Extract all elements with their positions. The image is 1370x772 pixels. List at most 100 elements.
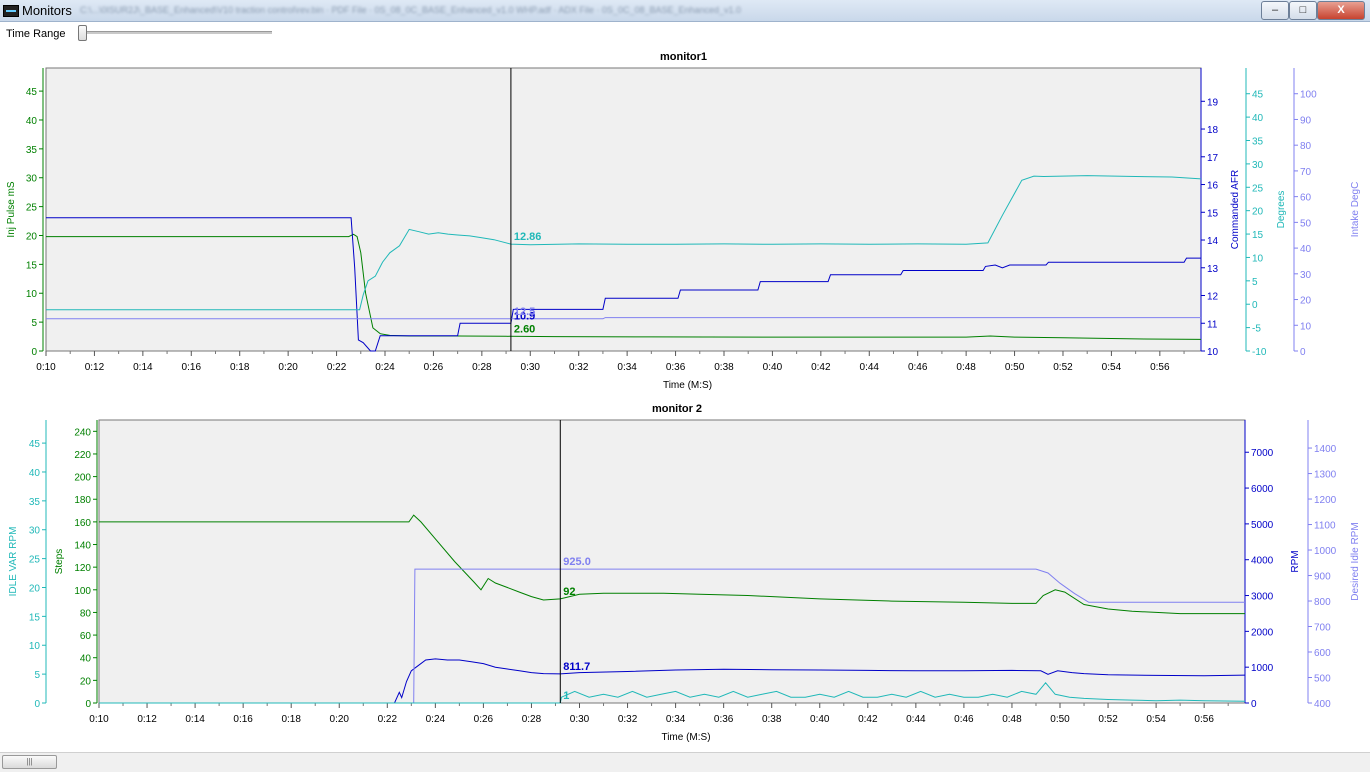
x-tick-label: 0:26 — [424, 362, 444, 373]
inj-pulse-ms-cursor-value: 2.60 — [514, 323, 535, 335]
x-tick-label: 0:22 — [327, 362, 347, 373]
rpm-tick-label: 5000 — [1251, 520, 1274, 531]
commanded-afr-tick-label: 18 — [1207, 125, 1219, 136]
chart-title: monitor1 — [660, 51, 707, 63]
x-tick-label: 0:26 — [474, 714, 494, 725]
x-tick-label: 0:10 — [36, 362, 56, 373]
plot-area — [98, 419, 1246, 704]
desired-idle-rpm-tick-label: 1000 — [1314, 546, 1337, 557]
x-tick-label: 0:56 — [1194, 714, 1214, 725]
horizontal-scrollbar[interactable] — [0, 752, 1370, 772]
x-tick-label: 0:30 — [570, 714, 590, 725]
degrees-tick-label: 15 — [1252, 230, 1264, 241]
steps-axis-label: Steps — [54, 549, 65, 575]
time-range-label: Time Range — [6, 28, 66, 40]
maximize-button[interactable]: □ — [1289, 1, 1317, 20]
degrees-tick-label: 40 — [1252, 113, 1264, 124]
commanded-afr-axis-label: Commanded AFR — [1230, 170, 1241, 249]
x-axis-label: Time (M:S) — [661, 732, 710, 743]
rpm-cursor-value: 811.7 — [563, 661, 590, 673]
x-tick-label: 0:12 — [137, 714, 157, 725]
chart-title: monitor 2 — [652, 403, 702, 415]
intake-degc-cursor-value: 12.5 — [514, 306, 535, 318]
x-tick-label: 0:54 — [1102, 362, 1122, 373]
x-tick-label: 0:24 — [426, 714, 446, 725]
scrollbar-thumb[interactable]: ||| — [2, 755, 57, 769]
intake-degc-tick-label: 90 — [1300, 115, 1312, 126]
x-tick-label: 0:10 — [89, 714, 109, 725]
steps-tick-label: 60 — [80, 631, 92, 642]
inj-pulse-ms-tick-label: 35 — [26, 145, 38, 156]
desired-idle-rpm-tick-label: 1200 — [1314, 495, 1337, 506]
inj-pulse-ms-tick-label: 5 — [31, 318, 37, 329]
x-tick-label: 0:12 — [85, 362, 105, 373]
close-button[interactable]: X — [1317, 1, 1365, 20]
commanded-afr-series-line — [46, 217, 1201, 352]
idle-var-rpm-tick-label: 20 — [29, 583, 41, 594]
commanded-afr-tick-label: 13 — [1207, 264, 1219, 275]
desired-idle-rpm-cursor-value: 925.0 — [563, 556, 591, 568]
x-tick-label: 0:30 — [521, 362, 541, 373]
steps-series-line — [99, 514, 1245, 615]
monitor1-chart[interactable]: monitor1 0:10 0:12 0:14 0:16 0:18 0:20 0:22 0:24… — [0, 46, 1370, 396]
inj-pulse-ms-tick-label: 25 — [26, 203, 38, 214]
time-range-slider-track[interactable] — [80, 31, 272, 34]
x-axis-label: Time (M:S) — [663, 380, 712, 391]
inj-pulse-ms-axis-label: Inj Pulse mS — [6, 181, 17, 237]
x-tick-label: 0:32 — [618, 714, 638, 725]
desired-idle-rpm-tick-label: 400 — [1314, 699, 1331, 710]
degrees-tick-label: -10 — [1252, 347, 1267, 358]
desired-idle-rpm-tick-label: 700 — [1314, 623, 1331, 634]
x-tick-label: 0:40 — [810, 714, 830, 725]
x-tick-label: 0:34 — [617, 362, 637, 373]
x-tick-label: 0:34 — [666, 714, 686, 725]
x-tick-label: 0:16 — [233, 714, 253, 725]
intake-degc-series-line — [46, 317, 1201, 320]
intake-degc-tick-label: 50 — [1300, 218, 1312, 229]
title-bar: Monitors C:\...\0ISUR2J\_BASE_Enhanced\V… — [0, 0, 1370, 22]
x-tick-label: 0:28 — [522, 714, 542, 725]
degrees-tick-label: 0 — [1252, 300, 1258, 311]
x-tick-label: 0:42 — [858, 714, 878, 725]
rpm-tick-label: 3000 — [1251, 592, 1274, 603]
x-tick-label: 0:16 — [182, 362, 202, 373]
rpm-tick-label: 0 — [1251, 699, 1257, 710]
x-tick-label: 0:54 — [1146, 714, 1166, 725]
steps-tick-label: 0 — [85, 699, 91, 710]
commanded-afr-tick-label: 14 — [1207, 236, 1219, 247]
idle-var-rpm-cursor-value: 1 — [563, 690, 569, 702]
degrees-tick-label: -5 — [1252, 324, 1261, 335]
minimize-button[interactable]: – — [1261, 1, 1289, 20]
x-tick-label: 0:36 — [666, 362, 686, 373]
idle-var-rpm-tick-label: 45 — [29, 439, 41, 450]
commanded-afr-tick-label: 17 — [1207, 153, 1219, 164]
intake-degc-tick-label: 30 — [1300, 270, 1312, 281]
intake-degc-tick-label: 70 — [1300, 167, 1312, 178]
degrees-axis-label: Degrees — [1276, 191, 1287, 229]
degrees-tick-label: 5 — [1252, 277, 1258, 288]
inj-pulse-ms-tick-label: 40 — [26, 116, 38, 127]
rpm-tick-label: 2000 — [1251, 627, 1274, 638]
rpm-series-line — [99, 658, 1246, 704]
steps-tick-label: 40 — [80, 654, 92, 665]
idle-var-rpm-tick-label: 5 — [34, 670, 40, 681]
idle-var-rpm-tick-label: 35 — [29, 497, 41, 508]
time-range-slider-thumb[interactable] — [78, 25, 87, 41]
idle-var-rpm-tick-label: 15 — [29, 612, 41, 623]
inj-pulse-ms-tick-label: 20 — [26, 231, 38, 242]
rpm-axis-label: RPM — [1290, 550, 1301, 572]
inj-pulse-ms-tick-label: 10 — [26, 289, 38, 300]
intake-degc-tick-label: 80 — [1300, 141, 1312, 152]
x-tick-label: 0:46 — [908, 362, 928, 373]
x-tick-label: 0:40 — [763, 362, 783, 373]
desired-idle-rpm-tick-label: 1300 — [1314, 470, 1337, 481]
idle-var-rpm-axis-label: IDLE VAR RPM — [8, 527, 19, 597]
desired-idle-rpm-tick-label: 1400 — [1314, 444, 1337, 455]
x-tick-label: 0:50 — [1005, 362, 1025, 373]
commanded-afr-tick-label: 11 — [1207, 319, 1218, 330]
idle-var-rpm-tick-label: 0 — [34, 699, 40, 710]
steps-tick-label: 120 — [74, 563, 91, 574]
x-tick-label: 0:22 — [378, 714, 398, 725]
monitor2-chart[interactable]: monitor 2 0:10 0:12 0:14 0:16 0:18 0:20 0:22 0:2… — [0, 398, 1370, 750]
x-tick-label: 0:48 — [956, 362, 976, 373]
